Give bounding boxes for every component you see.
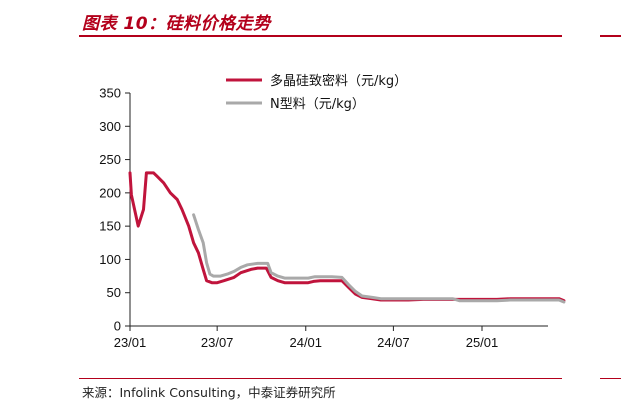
legend-label-n-type: N型料（元/kg） xyxy=(270,97,365,112)
chart-legend: 多晶硅致密料（元/kg） N型料（元/kg） xyxy=(226,73,407,112)
source-note: 来源：Infolink Consulting，中泰证券研究所 xyxy=(82,385,336,400)
series-line-n-type xyxy=(192,213,566,304)
x-tick-label: 23/07 xyxy=(201,335,234,350)
adjacent-title-rule xyxy=(600,35,621,37)
x-tick-label: 24/01 xyxy=(289,335,322,350)
y-tick-label: 50 xyxy=(107,285,121,300)
footer-rule xyxy=(79,378,562,379)
chart-axes: 0 50 100 150 200 250 300 350 23/01 23/07 24/01 24/0… xyxy=(99,86,548,350)
y-tick-label: 100 xyxy=(99,252,121,267)
y-tick-label: 250 xyxy=(99,152,121,167)
y-tick-label: 350 xyxy=(99,86,121,101)
x-tick-label: 25/01 xyxy=(466,335,499,350)
y-tick-label: 300 xyxy=(99,119,121,134)
legend-label-polysilicon: 多晶硅致密料（元/kg） xyxy=(270,73,407,89)
x-tick-label: 24/07 xyxy=(377,335,410,350)
y-tick-label: 0 xyxy=(114,319,121,334)
figure-title: 图表 10：硅料价格走势 xyxy=(82,14,271,34)
x-tick-label: 23/01 xyxy=(114,335,147,350)
title-bar: 图表 10：硅料价格走势 xyxy=(0,0,562,38)
y-tick-label: 200 xyxy=(99,185,121,200)
chart-series xyxy=(128,171,566,304)
y-tick-label: 150 xyxy=(99,219,121,234)
title-rule xyxy=(79,35,562,37)
adjacent-footer-rule xyxy=(600,378,621,379)
